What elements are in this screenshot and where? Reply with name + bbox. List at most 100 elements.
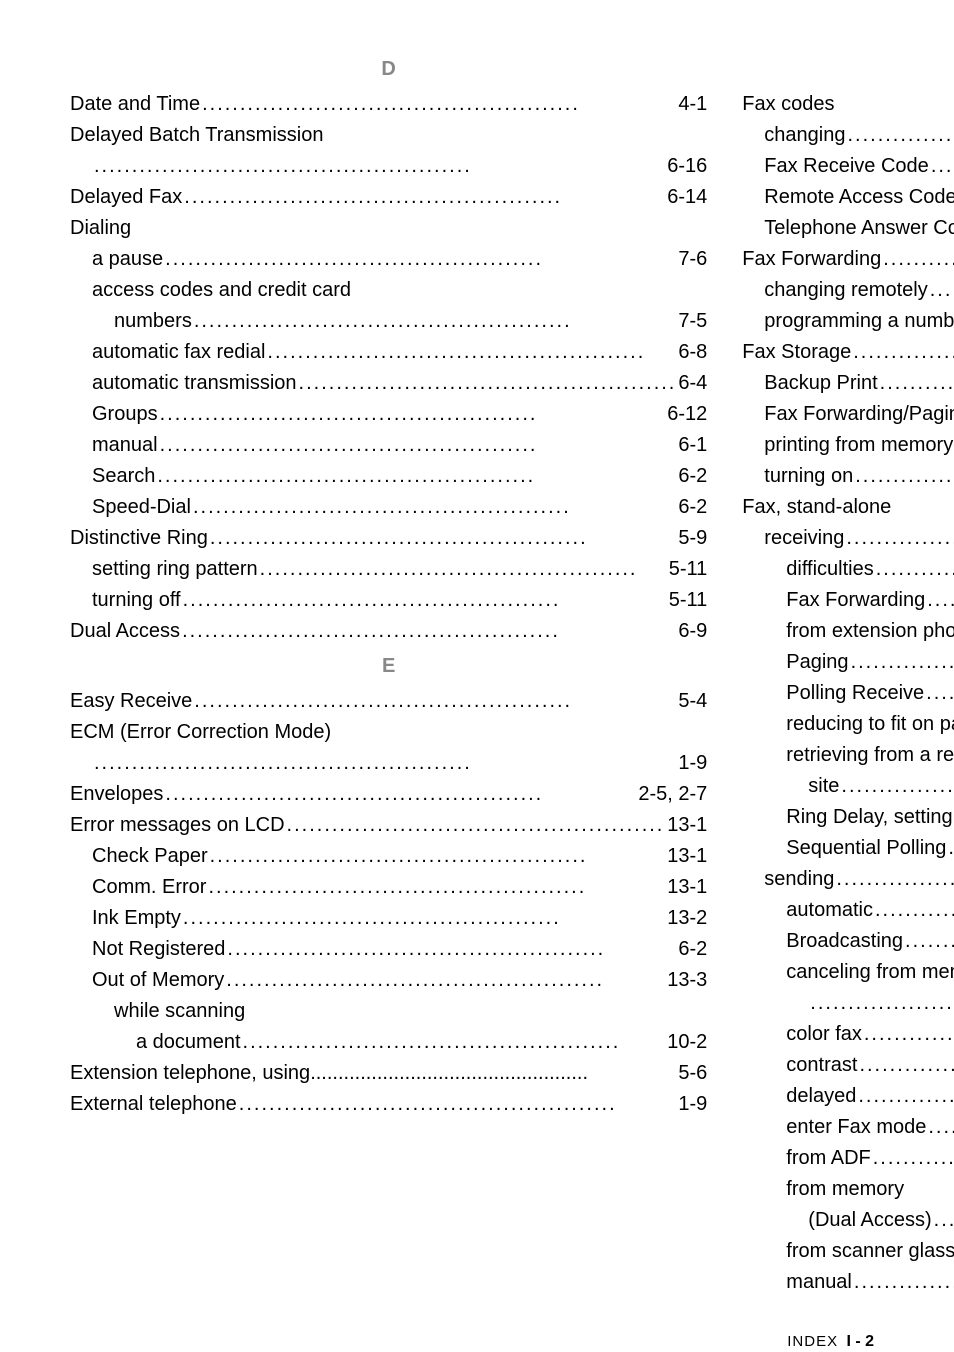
entry-label: External telephone: [70, 1089, 237, 1120]
index-entry: Fax Receive Code5-6: [742, 151, 954, 182]
leader-dots: [158, 430, 679, 461]
index-entry: manual 6-1: [70, 430, 707, 461]
leader-dots: [163, 779, 638, 810]
index-entry: numbers7-5: [70, 306, 707, 337]
index-entry: Telephone Answer Code5-6: [742, 213, 954, 244]
entry-label: Envelopes: [70, 779, 163, 810]
entry-page: 5-9: [678, 523, 707, 554]
index-entry: Delayed Fax6-14: [70, 182, 707, 213]
entry-label: printing from memory: [764, 430, 953, 461]
index-entry: 6-11: [742, 988, 954, 1019]
index-entry: Extension telephone, using5-6: [70, 1058, 707, 1089]
index-entry: (Dual Access)6-8, 6-9: [742, 1205, 954, 1236]
index-entry: Broadcasting6-12: [742, 926, 954, 957]
leader-dots: [182, 182, 667, 213]
entry-label: Remote Access Code: [764, 182, 954, 213]
index-entry: automatic6-4: [742, 895, 954, 926]
entry-label: Fax Storage: [742, 337, 851, 368]
entry-label: Speed-Dial: [92, 492, 191, 523]
index-entry: Backup Print8-3: [742, 368, 954, 399]
leader-dots: [873, 895, 954, 926]
entry-label: Out of Memory: [92, 965, 224, 996]
entry-label: Fax Receive Code: [764, 151, 929, 182]
entry-label: Sequential Polling: [786, 833, 946, 864]
leader-dots: [92, 748, 678, 779]
entry-label: delayed: [786, 1081, 856, 1112]
entry-label: Check Paper: [92, 841, 208, 872]
entry-label: Search: [92, 461, 155, 492]
entry-label: Extension telephone, using: [70, 1058, 310, 1089]
entry-page: 5-4: [678, 686, 707, 717]
index-entry: from scanner glass6-3: [742, 1236, 954, 1267]
entry-label: (Dual Access): [808, 1205, 931, 1236]
entry-label: turning on: [764, 461, 853, 492]
entry-label: a document: [136, 1027, 241, 1058]
leader-dots: [839, 771, 954, 802]
leader-dots: [849, 647, 954, 678]
leader-dots: [871, 1143, 954, 1174]
entry-label: Not Registered: [92, 934, 225, 965]
footer-page: I - 2: [846, 1333, 874, 1350]
leader-dots: [163, 244, 678, 275]
index-entry: a pause7-6: [70, 244, 707, 275]
index-entry: setting ring pattern5-11: [70, 554, 707, 585]
index-entry: 1-9: [70, 748, 707, 779]
leader-dots: [155, 461, 678, 492]
entry-label: changing: [764, 120, 845, 151]
entry-page: 6-9: [678, 616, 707, 647]
entry-label: from extension phone: [786, 616, 954, 647]
leader-dots: [297, 368, 679, 399]
leader-dots: [181, 585, 669, 616]
entry-label: ECM (Error Correction Mode): [70, 717, 331, 748]
entry-page: 6-2: [678, 934, 707, 965]
entry-label: Comm. Error: [92, 872, 206, 903]
entry-label: changing remotely: [764, 275, 927, 306]
entry-label: Delayed Fax: [70, 182, 182, 213]
index-entry: 6-16: [70, 151, 707, 182]
leader-dots: [265, 337, 678, 368]
leader-dots: [181, 903, 667, 934]
entry-label: Fax codes: [742, 89, 834, 120]
entry-label: while scanning: [114, 996, 245, 1027]
entry-label: Dialing: [70, 213, 131, 244]
index-entry: Fax Storage8-3: [742, 337, 954, 368]
index-entry: Distinctive Ring5-9: [70, 523, 707, 554]
entry-page: 6-16: [667, 151, 707, 182]
leader-dots: [857, 1050, 954, 1081]
leader-dots: [946, 833, 954, 864]
index-entry: automatic fax redial6-8: [70, 337, 707, 368]
index-entry: manual6-5: [742, 1267, 954, 1298]
index-entry: Sequential Polling5-8: [742, 833, 954, 864]
index-entry: changing5-7, 8-4: [742, 120, 954, 151]
index-entry: External telephone1-9: [70, 1089, 707, 1120]
entry-label: color fax: [786, 1019, 862, 1050]
entry-label: manual: [92, 430, 158, 461]
entry-page: 10-2: [667, 1027, 707, 1058]
leader-dots: [834, 864, 954, 895]
section-head: E: [70, 651, 707, 682]
entry-label: setting ring pattern: [92, 554, 258, 585]
entry-label: Broadcasting: [786, 926, 903, 957]
index-entry: Date and Time4-1: [70, 89, 707, 120]
index-entry: Fax Forwarding/Paging8-1: [742, 399, 954, 430]
entry-page: 7-5: [678, 306, 707, 337]
index-entry: Ink Empty13-2: [70, 903, 707, 934]
page-footer: INDEX I - 2: [70, 1298, 884, 1351]
index-entry: retrieving from a remote: [742, 740, 954, 771]
leader-dots: [844, 523, 954, 554]
entry-label: Fax, stand-alone: [742, 492, 891, 523]
entry-label: manual: [786, 1267, 852, 1298]
leader-dots: [192, 306, 679, 337]
entry-label: receiving: [764, 523, 844, 554]
index-entry: programming a number8-1: [742, 306, 954, 337]
index-entry: while scanning: [70, 996, 707, 1027]
entry-label: automatic transmission: [92, 368, 297, 399]
index-entry: site8-7: [742, 771, 954, 802]
entry-page: 6-1: [678, 430, 707, 461]
entry-label: from scanner glass: [786, 1236, 954, 1267]
leader-dots: [878, 368, 954, 399]
leader-dots: [191, 492, 678, 523]
leader-dots: [285, 810, 668, 841]
leader-dots: [853, 461, 954, 492]
index-entry: Fax codes: [742, 89, 954, 120]
